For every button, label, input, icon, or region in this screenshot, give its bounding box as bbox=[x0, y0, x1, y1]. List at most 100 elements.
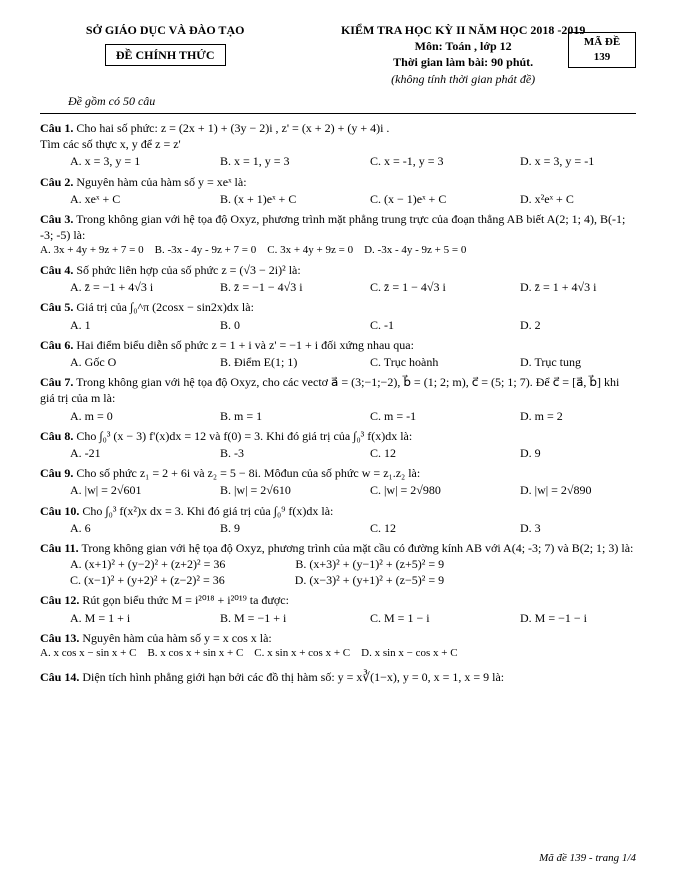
q4-B: B. z̄ = −1 − 4√3 i bbox=[220, 279, 340, 295]
q5-options: A. 1 B. 0 C. -1 D. 2 bbox=[70, 317, 636, 333]
q5-B: B. 0 bbox=[220, 317, 340, 333]
q2-D: D. x²eˣ + C bbox=[520, 191, 640, 207]
q11-D: D. (x−3)² + (y+1)² + (z−5)² = 9 bbox=[295, 572, 444, 588]
q13: Câu 13. Nguyên hàm của hàm số y = x cos … bbox=[40, 630, 636, 661]
exam-page: SỞ GIÁO DỤC VÀ ĐÀO TẠO ĐỀ CHÍNH THỨC KIỂ… bbox=[0, 0, 676, 876]
q13-text: Nguyên hàm của hàm số y = x cos x là: bbox=[82, 631, 271, 645]
q2-A: A. xeˣ + C bbox=[70, 191, 190, 207]
q13-label: Câu 13. bbox=[40, 631, 79, 645]
note: (không tính thời gian phát đề) bbox=[290, 71, 636, 87]
q13-D: D. x sin x − cos x + C bbox=[361, 647, 457, 659]
q4-A: A. z̄ = −1 + 4√3 i bbox=[70, 279, 190, 295]
q2-text: Nguyên hàm của hàm số y = xeˣ là: bbox=[76, 175, 246, 189]
q9-text: Cho số phức z₁ = 2 + 6i và z₂ = 5 − 8i. … bbox=[76, 466, 420, 480]
q4-label: Câu 4. bbox=[40, 263, 73, 277]
q5-text: Giá trị của ∫₀^π (2cosx − sin2x)dx là: bbox=[76, 300, 254, 314]
q9-options: A. |w| = 2√601 B. |w| = 2√610 C. |w| = 2… bbox=[70, 482, 636, 498]
q8-D: D. 9 bbox=[520, 445, 640, 461]
exam-code-box: MÃ ĐỀ 139 bbox=[568, 32, 636, 68]
q8-label: Câu 8. bbox=[40, 429, 73, 443]
q10-D: D. 3 bbox=[520, 520, 640, 536]
q11-C: C. (x−1)² + (y+2)² + (z−2)² = 36 bbox=[70, 572, 225, 588]
q3: Câu 3. Trong không gian với hệ tọa độ Ox… bbox=[40, 211, 636, 258]
q13-A: A. x cos x − sin x + C bbox=[40, 647, 136, 659]
q12-A: A. M = 1 + i bbox=[70, 610, 190, 626]
q12: Câu 12. Rút gọn biểu thức M = i²⁰¹⁸ + i²… bbox=[40, 592, 636, 625]
q4-C: C. z̄ = 1 − 4√3 i bbox=[370, 279, 490, 295]
q12-text: Rút gọn biểu thức M = i²⁰¹⁸ + i²⁰¹⁹ ta đ… bbox=[82, 593, 289, 607]
q5: Câu 5. Giá trị của ∫₀^π (2cosx − sin2x)d… bbox=[40, 299, 636, 332]
q13-B: B. x cos x + sin x + C bbox=[147, 647, 243, 659]
q3-C: C. 3x + 4y + 9z = 0 bbox=[267, 244, 353, 256]
q5-D: D. 2 bbox=[520, 317, 640, 333]
q2-C: C. (x − 1)eˣ + C bbox=[370, 191, 490, 207]
q9-C: C. |w| = 2√980 bbox=[370, 482, 490, 498]
q1-A: A. x = 3, y = 1 bbox=[70, 153, 190, 169]
q5-label: Câu 5. bbox=[40, 300, 73, 314]
made-label: MÃ ĐỀ bbox=[577, 35, 627, 50]
q3-label: Câu 3. bbox=[40, 212, 73, 226]
q6: Câu 6. Hai điểm biểu diễn số phức z = 1 … bbox=[40, 337, 636, 370]
org-name: SỞ GIÁO DỤC VÀ ĐÀO TẠO bbox=[40, 22, 290, 38]
q6-C: C. Trục hoành bbox=[370, 354, 490, 370]
q13-options: A. x cos x − sin x + C B. x cos x + sin … bbox=[40, 646, 636, 661]
q3-text: Trong không gian với hệ tọa độ Oxyz, phư… bbox=[40, 212, 625, 242]
q7-text: Trong không gian với hệ tọa độ Oxyz, cho… bbox=[40, 375, 619, 405]
q14-text: Diện tích hình phẳng giới hạn bởi các đồ… bbox=[82, 670, 504, 684]
q6-D: D. Trục tung bbox=[520, 354, 640, 370]
q7-C: C. m = -1 bbox=[370, 408, 490, 424]
q7: Câu 7. Trong không gian với hệ tọa độ Ox… bbox=[40, 374, 636, 424]
q11: Câu 11. Trong không gian với hệ tọa độ O… bbox=[40, 540, 636, 589]
q6-text: Hai điểm biểu diễn số phức z = 1 + i và … bbox=[76, 338, 414, 352]
q14-label: Câu 14. bbox=[40, 670, 79, 684]
q1-options: A. x = 3, y = 1 B. x = 1, y = 3 C. x = -… bbox=[70, 153, 636, 169]
q5-A: A. 1 bbox=[70, 317, 190, 333]
q7-options: A. m = 0 B. m = 1 C. m = -1 D. m = 2 bbox=[70, 408, 636, 424]
q4-options: A. z̄ = −1 + 4√3 i B. z̄ = −1 − 4√3 i C.… bbox=[70, 279, 636, 295]
made-code: 139 bbox=[577, 50, 627, 65]
q4: Câu 4. Số phức liên hợp của số phức z = … bbox=[40, 262, 636, 295]
q2-options: A. xeˣ + C B. (x + 1)eˣ + C C. (x − 1)eˣ… bbox=[70, 191, 636, 207]
official-stamp: ĐỀ CHÍNH THỨC bbox=[105, 44, 226, 66]
q12-C: C. M = 1 − i bbox=[370, 610, 490, 626]
q10-text: Cho ∫₀³ f(x²)x dx = 3. Khi đó giá trị củ… bbox=[82, 504, 333, 518]
q12-B: B. M = −1 + i bbox=[220, 610, 340, 626]
q8-C: C. 12 bbox=[370, 445, 490, 461]
q11-A: A. (x+1)² + (y−2)² + (z+2)² = 36 bbox=[70, 556, 225, 572]
q12-D: D. M = −1 − i bbox=[520, 610, 640, 626]
q9-B: B. |w| = 2√610 bbox=[220, 482, 340, 498]
q8-options: A. -21 B. -3 C. 12 D. 9 bbox=[70, 445, 636, 461]
q9-label: Câu 9. bbox=[40, 466, 73, 480]
org-block: SỞ GIÁO DỤC VÀ ĐÀO TẠO ĐỀ CHÍNH THỨC bbox=[40, 22, 290, 87]
q1-sub: Tìm các số thực x, y để z = z' bbox=[40, 136, 636, 152]
q2: Câu 2. Nguyên hàm của hàm số y = xeˣ là:… bbox=[40, 174, 636, 207]
q3-D: D. -3x - 4y - 9z + 5 = 0 bbox=[364, 244, 466, 256]
q5-C: C. -1 bbox=[370, 317, 490, 333]
question-count: Đề gồm có 50 câu bbox=[68, 93, 636, 109]
page-footer: Mã đề 139 - trang 1/4 bbox=[539, 851, 636, 866]
separator bbox=[40, 113, 636, 114]
q10-A: A. 6 bbox=[70, 520, 190, 536]
q14: Câu 14. Diện tích hình phẳng giới hạn bở… bbox=[40, 669, 636, 685]
q10-C: C. 12 bbox=[370, 520, 490, 536]
q12-options: A. M = 1 + i B. M = −1 + i C. M = 1 − i … bbox=[70, 610, 636, 626]
q6-options: A. Gốc O B. Điểm E(1; 1) C. Trục hoành D… bbox=[70, 354, 636, 370]
q1-text: Cho hai số phức: z = (2x + 1) + (3y − 2)… bbox=[76, 121, 389, 135]
q1-B: B. x = 1, y = 3 bbox=[220, 153, 340, 169]
q2-B: B. (x + 1)eˣ + C bbox=[220, 191, 340, 207]
q10: Câu 10. Cho ∫₀³ f(x²)x dx = 3. Khi đó gi… bbox=[40, 503, 636, 536]
q6-label: Câu 6. bbox=[40, 338, 73, 352]
q6-A: A. Gốc O bbox=[70, 354, 190, 370]
q8-B: B. -3 bbox=[220, 445, 340, 461]
q9-D: D. |w| = 2√890 bbox=[520, 482, 640, 498]
q9: Câu 9. Cho số phức z₁ = 2 + 6i và z₂ = 5… bbox=[40, 465, 636, 498]
q11-text: Trong không gian với hệ tọa độ Oxyz, phư… bbox=[81, 541, 633, 555]
q11-options: A. (x+1)² + (y−2)² + (z+2)² = 36 B. (x+3… bbox=[70, 556, 636, 588]
q7-D: D. m = 2 bbox=[520, 408, 640, 424]
q8-text: Cho ∫₀³ (x − 3) f'(x)dx = 12 và f(0) = 3… bbox=[76, 429, 412, 443]
q1-C: C. x = -1, y = 3 bbox=[370, 153, 490, 169]
q8: Câu 8. Cho ∫₀³ (x − 3) f'(x)dx = 12 và f… bbox=[40, 428, 636, 461]
q4-D: D. z̄ = 1 + 4√3 i bbox=[520, 279, 640, 295]
q12-label: Câu 12. bbox=[40, 593, 79, 607]
q7-label: Câu 7. bbox=[40, 375, 73, 389]
